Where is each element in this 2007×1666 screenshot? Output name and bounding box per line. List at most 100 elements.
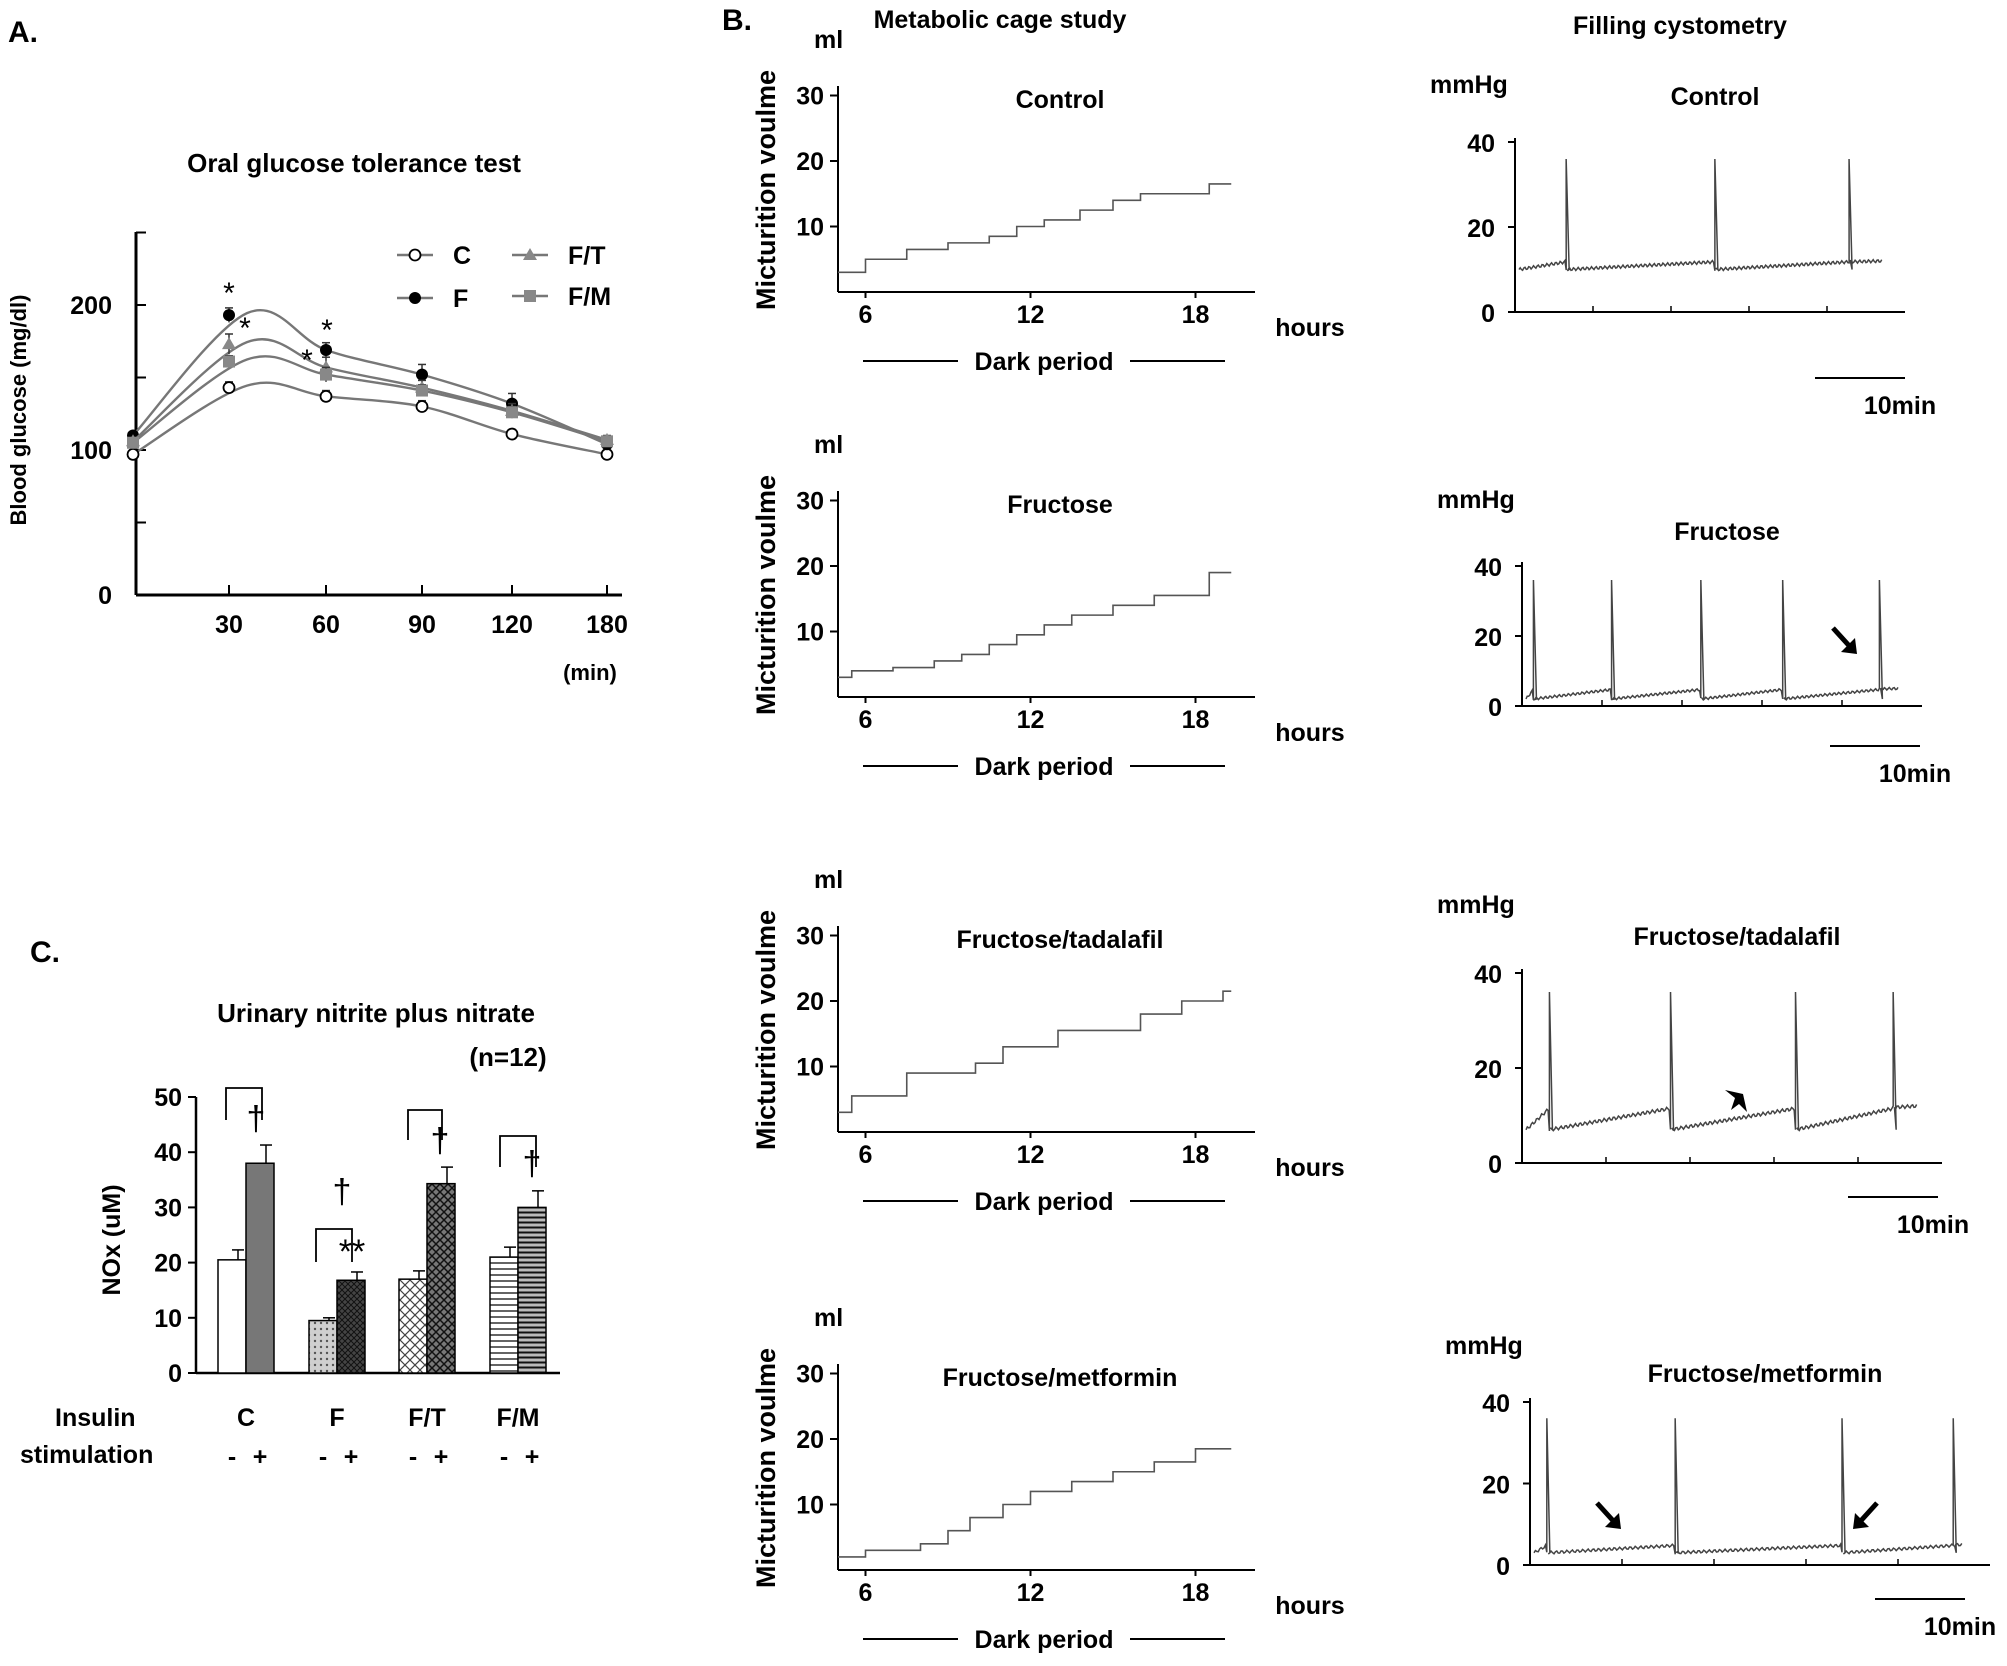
cyst-scale-label: 10min: [1864, 392, 1936, 420]
cyst-y-tick-label: 20: [1482, 1472, 1510, 1500]
b-x-tick-label: 12: [1017, 301, 1045, 329]
b-y-tick-label: 30: [796, 488, 824, 516]
c-bar: [489, 1256, 519, 1374]
b-step-curve: [838, 990, 1232, 1114]
cyst-pressure-trace: [1518, 158, 1883, 272]
arrowhead-icon: [1725, 1090, 1747, 1112]
b-y-tick-label: 10: [796, 1054, 824, 1082]
c-bar: [517, 1206, 547, 1374]
b-y-tick-label: 30: [796, 83, 824, 111]
a-series-F-M: [127, 355, 613, 449]
b-panel-title: Fructose/tadalafil: [957, 926, 1164, 954]
c-significance-mark: †: [247, 1100, 266, 1138]
glucose-tolerance-chart: Oral glucose tolerance test Blood glucos…: [6, 148, 628, 685]
a-y-tick-label: 0: [98, 582, 112, 610]
b-x-tick-label: 12: [1017, 1579, 1045, 1607]
chart-a-legend: CF F/T F/M: [397, 242, 611, 313]
chart-a-annotations: ****: [223, 277, 333, 377]
chart-c-title: Urinary nitrite plus nitrate: [217, 998, 535, 1028]
a-point: [127, 436, 139, 449]
b-dark-label: Dark period: [975, 1626, 1114, 1654]
a-x-tick-label: 90: [408, 611, 436, 639]
c-condition-label: +: [253, 1443, 268, 1471]
chart-c-xlabels: - +C- +F- +F/T- +F/M: [228, 1404, 540, 1471]
b-x-tick-label: 18: [1182, 301, 1210, 329]
c-category-label: C: [237, 1404, 255, 1432]
a-legend-label: F/T: [568, 242, 606, 270]
c-condition-label: +: [525, 1443, 540, 1471]
cyst-pressure-trace: [1525, 991, 1918, 1132]
b-x-tick-label: 6: [859, 706, 873, 734]
c-condition-label: +: [344, 1443, 359, 1471]
b-x-tick-label: 6: [859, 1579, 873, 1607]
a-x-tick-label: 30: [215, 611, 243, 639]
cyst-unit: mmHg: [1437, 891, 1515, 919]
chart-a-title: Oral glucose tolerance test: [187, 148, 521, 178]
chart-a-axes: [134, 232, 622, 597]
c-bar: [217, 1259, 247, 1374]
a-y-tick-label: 100: [70, 437, 112, 465]
a-line: [132, 381, 608, 456]
b-y-tick-label: 30: [796, 1361, 824, 1389]
arrow-icon: [1853, 1501, 1879, 1529]
b-step-curve: [838, 183, 1232, 274]
cyst-y-tick-label: 40: [1474, 961, 1502, 989]
c-condition-label: -: [319, 1443, 327, 1471]
cystometry-panels: 0 20 40 mmHg Control 10min 0 20 40 mmHg Fructose 10…: [1430, 71, 1996, 1641]
b-xlabel: hours: [1275, 1154, 1344, 1182]
c-bar: [245, 1162, 275, 1374]
cyst-y-tick-label: 40: [1474, 554, 1502, 582]
a-legend-marker: [408, 248, 422, 262]
c-bar: [308, 1319, 338, 1374]
a-star: *: [301, 344, 313, 377]
cyst-y-tick-label: 20: [1474, 624, 1502, 652]
b-dark-label: Dark period: [975, 348, 1114, 376]
arrow-head: [1853, 1513, 1869, 1529]
b-y-tick-label: 20: [796, 988, 824, 1016]
chart-c-significance: † ** † † †: [225, 1087, 541, 1271]
cyst-y-tick-label: 0: [1488, 1151, 1502, 1179]
cyst-y-tick-label: 20: [1474, 1056, 1502, 1084]
b-y-tick-label: 10: [796, 619, 824, 647]
chart-a-series: [126, 307, 614, 461]
a-star: *: [321, 314, 333, 347]
a-line: [132, 338, 608, 443]
cyst-y-tick-label: 0: [1496, 1553, 1510, 1581]
a-y-tick-label: 200: [70, 292, 112, 320]
b-x-tick-label: 12: [1017, 1141, 1045, 1169]
a-point: [415, 400, 429, 413]
cystometry-panel-2: 0 20 40 mmHg Fructose 10min: [1437, 486, 1951, 788]
b-x-tick-label: 6: [859, 1141, 873, 1169]
b-unit: ml: [814, 26, 843, 54]
a-x-tick-label: 180: [586, 611, 628, 639]
chart-a-ylabel: Blood glucose (mg/dl): [6, 295, 31, 526]
a-point: [320, 368, 332, 381]
c-y-tick-label: 30: [154, 1194, 182, 1222]
b-ylabel: Micturition voulme: [751, 910, 781, 1150]
a-series-C: [126, 381, 614, 461]
c-condition-label: -: [228, 1443, 236, 1471]
c-category-label: F/T: [408, 1404, 446, 1432]
c-y-tick-label: 20: [154, 1250, 182, 1278]
a-point: [505, 427, 519, 441]
a-point: [600, 447, 614, 461]
c-significance-mark: †: [431, 1122, 450, 1160]
a-star: *: [223, 277, 235, 310]
a-point: [416, 368, 428, 381]
metabolic-cage-title: Metabolic cage study: [874, 6, 1127, 34]
b-y-tick-label: 20: [796, 1426, 824, 1454]
cyst-pressure-trace: [1533, 1418, 1963, 1555]
b-panel-title: Fructose: [1007, 491, 1113, 519]
c-bar: [336, 1279, 366, 1374]
b-y-tick-label: 30: [796, 923, 824, 951]
a-point: [319, 389, 333, 403]
cyst-scale-label: 10min: [1897, 1211, 1969, 1239]
b-x-tick-label: 18: [1182, 706, 1210, 734]
nox-bar-chart: Urinary nitrite plus nitrate (n=12) NOx …: [20, 998, 560, 1471]
cyst-y-tick-label: 0: [1481, 300, 1495, 328]
insulin-label: Insulin: [55, 1404, 136, 1432]
a-point: [222, 381, 236, 395]
metabolic-panel-4: 10 20 30 6 12 18 ml Micturition voulme hours Fruc…: [751, 1304, 1345, 1654]
cyst-unit: mmHg: [1430, 71, 1508, 99]
arrow-head: [1605, 1513, 1621, 1529]
